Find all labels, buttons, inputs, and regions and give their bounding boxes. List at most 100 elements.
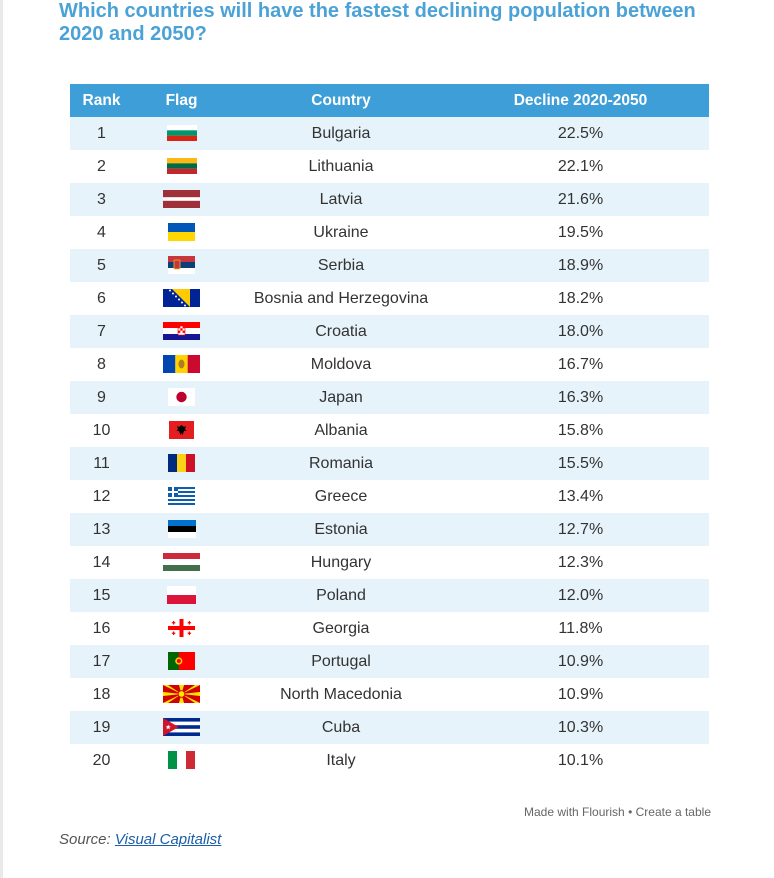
flag-cell (133, 447, 230, 480)
decline-cell: 15.8% (452, 414, 709, 447)
source-link[interactable]: Visual Capitalist (114, 831, 222, 848)
table-row: 10 Albania 15.8% (70, 414, 709, 447)
country-cell: Japan (230, 381, 452, 414)
rank-cell: 11 (70, 447, 133, 480)
table-row: 12 Greece 13.4% (70, 480, 709, 513)
rank-cell: 20 (70, 744, 133, 777)
country-cell: North Macedonia (230, 678, 452, 711)
rank-cell: 2 (70, 150, 133, 183)
made-with-flourish-link[interactable]: Made with Flourish (524, 805, 625, 819)
moldova-flag-icon (163, 355, 200, 374)
table-row: 15 Poland 12.0% (70, 579, 709, 612)
rank-cell: 18 (70, 678, 133, 711)
table-row: 4 Ukraine 19.5% (70, 216, 709, 249)
country-cell: Portugal (230, 645, 452, 678)
rank-cell: 9 (70, 381, 133, 414)
rank-cell: 1 (70, 117, 133, 150)
flag-cell (133, 216, 230, 249)
create-table-link[interactable]: Create a table (635, 805, 711, 819)
page-title: Which countries will have the fastest de… (59, 0, 696, 45)
flag-cell (133, 678, 230, 711)
country-cell: Croatia (230, 315, 452, 348)
table-row: 11 Romania 15.5% (70, 447, 709, 480)
georgia-flag-icon (168, 619, 195, 638)
bosnia-flag-icon (163, 289, 200, 308)
column-header-flag[interactable]: Flag (133, 84, 230, 117)
country-cell: Lithuania (230, 150, 452, 183)
japan-flag-icon (168, 388, 195, 407)
decline-cell: 10.1% (452, 744, 709, 777)
table-row: 7 Croatia 18.0% (70, 315, 709, 348)
column-header-country[interactable]: Country (230, 84, 452, 117)
country-cell: Poland (230, 579, 452, 612)
rank-cell: 5 (70, 249, 133, 282)
country-cell: Serbia (230, 249, 452, 282)
decline-cell: 12.0% (452, 579, 709, 612)
lithuania-flag-icon (166, 158, 197, 175)
table-row: 9 Japan 16.3% (70, 381, 709, 414)
country-cell: Albania (230, 414, 452, 447)
rank-cell: 15 (70, 579, 133, 612)
country-cell: Ukraine (230, 216, 452, 249)
column-header-decline[interactable]: Decline 2020-2050 (452, 84, 709, 117)
decline-cell: 18.0% (452, 315, 709, 348)
country-cell: Bulgaria (230, 117, 452, 150)
north-macedonia-flag-icon (163, 685, 200, 704)
column-header-rank[interactable]: Rank (70, 84, 133, 117)
decline-cell: 22.5% (452, 117, 709, 150)
rank-cell: 13 (70, 513, 133, 546)
flag-cell (133, 744, 230, 777)
country-cell: Estonia (230, 513, 452, 546)
decline-cell: 13.4% (452, 480, 709, 513)
left-border (0, 0, 3, 878)
flag-cell (133, 183, 230, 216)
rank-cell: 7 (70, 315, 133, 348)
flag-cell (133, 480, 230, 513)
flag-cell (133, 579, 230, 612)
rank-cell: 16 (70, 612, 133, 645)
hungary-flag-icon (163, 553, 200, 572)
table-row: 16 Georgia 11.8% (70, 612, 709, 645)
flag-cell (133, 381, 230, 414)
flag-cell (133, 645, 230, 678)
estonia-flag-icon (167, 520, 196, 539)
croatia-flag-icon (163, 322, 200, 341)
rank-cell: 3 (70, 183, 133, 216)
table-row: 13 Estonia 12.7% (70, 513, 709, 546)
decline-cell: 22.1% (452, 150, 709, 183)
romania-flag-icon (168, 454, 195, 473)
source-line: Source: Visual Capitalist (59, 831, 221, 848)
source-label: Source: (59, 831, 111, 848)
decline-cell: 10.9% (452, 645, 709, 678)
rank-cell: 12 (70, 480, 133, 513)
latvia-flag-icon (163, 190, 200, 209)
rank-cell: 14 (70, 546, 133, 579)
flag-cell (133, 414, 230, 447)
italy-flag-icon (168, 751, 195, 770)
decline-cell: 10.9% (452, 678, 709, 711)
rank-cell: 8 (70, 348, 133, 381)
decline-cell: 16.7% (452, 348, 709, 381)
flag-cell (133, 282, 230, 315)
rank-cell: 19 (70, 711, 133, 744)
country-cell: Hungary (230, 546, 452, 579)
country-cell: Georgia (230, 612, 452, 645)
table-row: 1 Bulgaria 22.5% (70, 117, 709, 150)
albania-flag-icon (169, 421, 194, 440)
table-row: 20 Italy 10.1% (70, 744, 709, 777)
decline-cell: 11.8% (452, 612, 709, 645)
rank-cell: 17 (70, 645, 133, 678)
table-row: 19 Cuba 10.3% (70, 711, 709, 744)
flag-cell (133, 513, 230, 546)
decline-cell: 18.2% (452, 282, 709, 315)
country-cell: Bosnia and Herzegovina (230, 282, 452, 315)
flag-cell (133, 150, 230, 183)
country-cell: Moldova (230, 348, 452, 381)
flag-cell (133, 711, 230, 744)
poland-flag-icon (167, 586, 196, 605)
decline-cell: 21.6% (452, 183, 709, 216)
rank-cell: 10 (70, 414, 133, 447)
decline-cell: 19.5% (452, 216, 709, 249)
flag-cell (133, 612, 230, 645)
table-row: 2 Lithuania 22.1% (70, 150, 709, 183)
